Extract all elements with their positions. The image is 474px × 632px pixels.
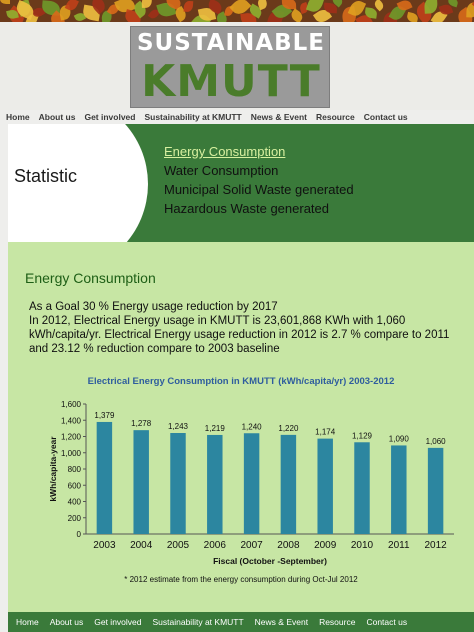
footer-sustainability[interactable]: Sustainability at KMUTT: [152, 617, 244, 627]
nav-home[interactable]: Home: [6, 112, 30, 122]
x-tick-label: 2003: [93, 540, 116, 551]
leaf-shape: [0, 0, 10, 4]
sustainable-kmutt-logo[interactable]: SUSTAINABLE KMUTT: [130, 26, 330, 108]
data-label: 1,174: [315, 428, 336, 437]
data-label: 1,379: [94, 411, 115, 420]
x-tick-label: 2011: [388, 540, 410, 551]
y-tick-label: 1,200: [61, 433, 82, 442]
chart-title: Electrical Energy Consumption in KMUTT (…: [87, 376, 395, 387]
x-tick-label: 2007: [240, 540, 263, 551]
main-content: Energy Consumption As a Goal 30 % Energy…: [8, 242, 474, 612]
link-hazardous-waste[interactable]: Hazardous Waste generated: [164, 201, 330, 216]
y-tick-label: 1,600: [61, 400, 82, 409]
bar: [96, 421, 113, 534]
footer-nav: Home About us Get involved Sustainabilit…: [8, 612, 474, 632]
hero-circle: [8, 124, 148, 242]
hero-banner: Statistic Energy Consumption Water Consu…: [8, 124, 474, 242]
y-tick-label: 400: [68, 498, 82, 507]
y-tick-label: 1,400: [61, 416, 82, 425]
leaf-shape: [183, 0, 193, 13]
page-title: Statistic: [14, 166, 78, 186]
y-tick-label: 200: [68, 514, 82, 523]
statistic-links: Energy Consumption Water Consumption Mun…: [164, 142, 354, 218]
link-solid-waste[interactable]: Municipal Solid Waste generated: [164, 182, 354, 197]
y-tick-label: 800: [68, 465, 82, 474]
footer-news-event[interactable]: News & Event: [254, 617, 309, 627]
bar: [243, 433, 260, 534]
data-label: 1,240: [242, 422, 263, 431]
chart-note: * 2012 estimate from the energy consumpt…: [124, 575, 358, 584]
logo-line1: SUSTAINABLE: [136, 30, 325, 56]
x-tick-label: 2009: [314, 540, 337, 551]
footer-home[interactable]: Home: [16, 617, 39, 627]
header: SUSTAINABLE KMUTT: [0, 22, 474, 110]
y-tick-label: 0: [77, 530, 82, 539]
nav-about-us[interactable]: About us: [38, 112, 76, 122]
data-label: 1,090: [389, 434, 410, 443]
leaf-banner: [0, 0, 474, 24]
x-tick-label: 2012: [424, 540, 447, 551]
section-title: Energy Consumption: [25, 270, 156, 286]
x-tick-label: 2005: [167, 540, 190, 551]
bar: [427, 447, 444, 534]
nav-news-event[interactable]: News & Event: [250, 112, 307, 122]
paragraph-line: In 2012, Electrical Energy usage in KMUT…: [29, 315, 406, 327]
y-axis-label: kWh/capita-year: [48, 436, 58, 502]
paragraph-line: and 23.12 % reduction compare to 2003 ba…: [29, 343, 280, 355]
footer-resource[interactable]: Resource: [319, 617, 356, 627]
x-tick-label: 2010: [351, 540, 374, 551]
paragraph-line: As a Goal 30 % Energy usage reduction by…: [29, 301, 278, 313]
footer-contact-us[interactable]: Contact us: [366, 617, 408, 627]
leaf-shape: [142, 0, 152, 8]
data-label: 1,243: [168, 422, 189, 431]
paragraph-line: kWh/capita/yr. Electrical Energy usage r…: [29, 329, 450, 341]
nav-contact-us[interactable]: Contact us: [363, 112, 408, 122]
x-tick-label: 2008: [277, 540, 300, 551]
nav-get-involved[interactable]: Get involved: [84, 112, 136, 122]
bar: [317, 438, 333, 534]
top-nav: Home About us Get involved Sustainabilit…: [0, 110, 474, 124]
data-label: 1,220: [278, 424, 299, 433]
bar: [280, 434, 297, 534]
data-label: 1,129: [352, 431, 373, 440]
nav-resource[interactable]: Resource: [315, 112, 355, 122]
bar: [207, 434, 223, 534]
energy-paragraph: As a Goal 30 % Energy usage reduction by…: [29, 300, 450, 356]
x-tick-label: 2006: [204, 540, 227, 551]
footer-get-involved[interactable]: Get involved: [94, 617, 142, 627]
x-axis-label: Fiscal (October -September): [213, 556, 327, 566]
y-tick-label: 1,000: [61, 449, 82, 458]
energy-bar-chart: 0 200 400 600 800 1,000 1,200 1,400 1,600 1,379 20…: [48, 400, 454, 566]
bar: [354, 442, 370, 534]
logo-line2: KMUTT: [141, 56, 321, 107]
data-label: 1,060: [426, 437, 447, 446]
data-label: 1,278: [131, 419, 152, 428]
bar: [391, 445, 407, 534]
nav-sustainability[interactable]: Sustainability at KMUTT: [144, 112, 242, 122]
link-water-consumption[interactable]: Water Consumption: [164, 163, 279, 178]
footer-about-us[interactable]: About us: [49, 617, 84, 627]
link-energy-consumption[interactable]: Energy Consumption: [164, 144, 286, 159]
x-tick-label: 2004: [130, 540, 153, 551]
bar: [170, 433, 186, 534]
data-label: 1,219: [205, 424, 226, 433]
y-tick-label: 600: [68, 481, 82, 490]
bar: [133, 430, 149, 534]
